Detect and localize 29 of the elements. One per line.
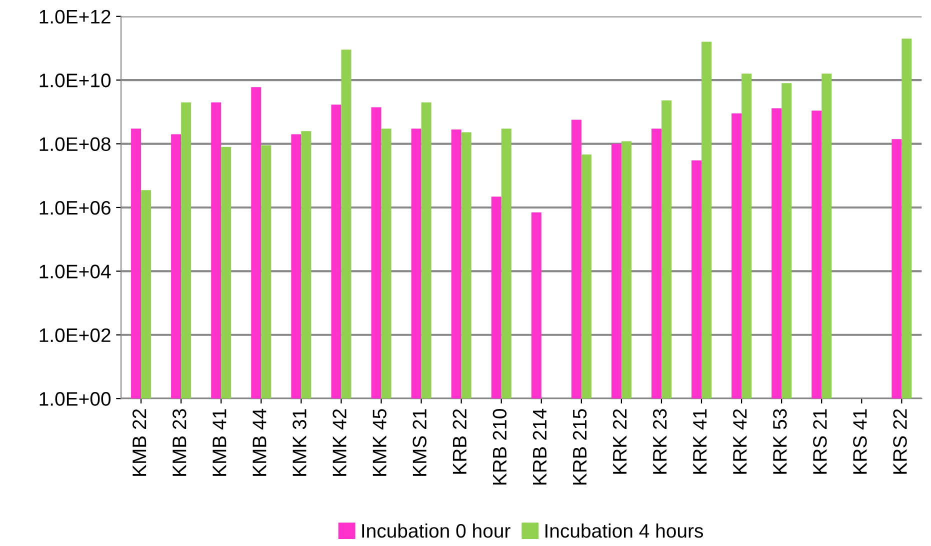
y-tick-label: 1.0E+04 [40,264,111,278]
y-tick-label: 1.0E+02 [40,328,110,342]
x-tick-label: KRK 23 [652,409,667,474]
y-tick-label: 1.0E+00 [40,392,111,406]
x-tick-label: KRB 214 [532,408,546,485]
x-tick-label: KRS 41 [853,409,867,474]
x-tick-label: KMB 44 [252,408,266,476]
y-tick-label: 1.0E+06 [40,200,110,215]
x-tick-label: KMB 22 [132,409,146,476]
x-tick-label: KRB 210 [492,409,507,485]
legend-label: Incubation 4 hours [546,523,704,538]
x-tick-label: KRS 22 [893,409,907,474]
y-tick-label: 1.0E+12 [40,10,110,24]
y-tick-label: 1.0E+10 [40,74,111,88]
legend-label: Incubation 0 hour [362,523,510,538]
x-tick-label: KRK 22 [612,409,626,474]
x-tick-label: KRK 53 [773,409,787,474]
x-tick-label: KRB 22 [452,409,466,474]
y-tick-label: 1.0E+08 [40,137,110,152]
x-tick-label: KMK 42 [332,409,346,476]
x-tick-label: KRS 21 [813,409,827,474]
x-tick-label: KRB 215 [572,409,587,485]
x-tick-label: KMK 45 [372,409,386,476]
x-tick-label: KMS 21 [412,409,426,476]
x-tick-label: KMB 41 [212,409,226,476]
x-tick-label: KRK 41 [693,409,707,474]
x-tick-label: KMK 31 [292,409,306,476]
x-tick-label: KMB 23 [172,409,186,476]
x-tick-label: KRK 42 [732,409,747,474]
